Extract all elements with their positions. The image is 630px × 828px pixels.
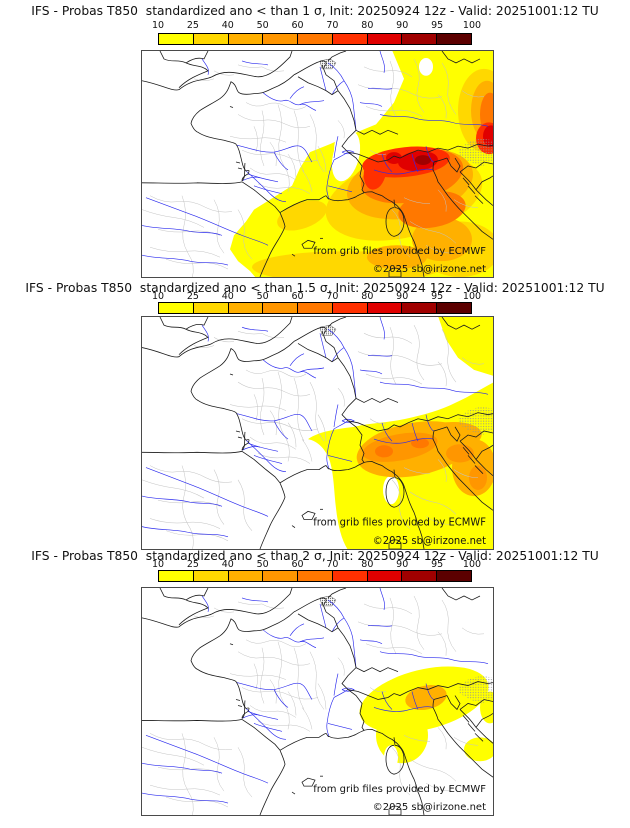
colorbar-tick-label: 95 [431,559,444,570]
colorbar-segment [401,303,437,313]
colorbar-tick-label: 70 [326,291,339,302]
colorbar-tick-label: 25 [186,559,199,570]
colorbar-tick-label: 40 [221,291,234,302]
colorbar-2 [158,302,472,314]
colorbar-tick-label: 50 [256,291,269,302]
colorbar-segment [192,34,228,44]
colorbar-tick-label: 60 [291,20,304,31]
colorbar-segment [159,303,193,313]
probability-shading-1 [230,51,493,277]
weather-map-svg-2: from grib files provided by ECMWF ©2025 … [142,317,493,549]
colorbar-segment [401,571,437,581]
colorbar-segment [366,303,402,313]
colorbar-tick-label: 95 [431,291,444,302]
colorbar-1 [158,33,472,45]
map-panel-1: from grib files provided by ECMWF ©2025 … [141,50,494,278]
colorbar-tick-label: 80 [361,559,374,570]
colorbar-segment [227,303,263,313]
colorbar-tick-label: 40 [221,559,234,570]
colorbar-tick-label: 100 [462,291,482,302]
colorbar-segment [227,571,263,581]
probability-shading-2 [308,317,493,549]
colorbar-segment [436,571,472,581]
colorbar-tick-label: 10 [151,291,165,302]
colorbar-segment [262,303,298,313]
colorbar-tick-label: 100 [462,20,482,31]
colorbar-segment [297,303,332,313]
colorbar-tick-label: 10 [151,20,165,31]
weather-map-svg-1: from grib files provided by ECMWF ©2025 … [142,51,493,277]
copyright-text: ©2025 sb@irizone.net [373,802,486,813]
colorbar-segment [366,34,402,44]
colorbar-ticks-1: 10 25 40 50 60 70 80 90 95 100 [152,20,481,31]
colorbar-segment [436,303,472,313]
colorbar-tick-label: 90 [396,291,409,302]
colorbar-ticks-2: 10 25 40 50 60 70 80 90 95 100 [152,291,481,302]
colorbar-ticks-3: 10 25 40 50 60 70 80 90 95 100 [152,559,481,570]
colorbar-tick-label: 80 [361,291,374,302]
colorbar-segment [262,34,298,44]
colorbar-segment [297,34,332,44]
colorbar-segment [192,571,228,581]
panel-3-title: IFS - Probas T850 standardized ano < tha… [31,549,599,563]
panel-1-title: IFS - Probas T850 standardized ano < tha… [31,4,599,18]
colorbar-tick-label: 50 [256,20,269,31]
colorbar-segment [331,34,367,44]
colorbar-segment [159,34,193,44]
colorbar-tick-label: 90 [396,559,409,570]
colorbar-3 [158,570,472,582]
attribution-text: from grib files provided by ECMWF [313,784,486,795]
map-panel-2: from grib files provided by ECMWF ©2025 … [141,316,494,550]
map-panel-3: from grib files provided by ECMWF ©2025 … [141,587,494,816]
colorbar-segment [331,303,367,313]
panel-2-title: IFS - Probas T850 standardized ano < tha… [25,281,605,295]
colorbar-segment [297,571,332,581]
colorbar-tick-label: 90 [396,20,409,31]
probability-shading-3 [359,666,493,770]
colorbar-tick-label: 50 [256,559,269,570]
colorbar-tick-label: 40 [221,20,234,31]
copyright-text: ©2025 sb@irizone.net [373,264,486,275]
weather-map-svg-3: from grib files provided by ECMWF ©2025 … [142,588,493,815]
colorbar-tick-label: 25 [186,20,199,31]
colorbar-tick-label: 70 [326,559,339,570]
colorbar-tick-label: 25 [186,291,199,302]
colorbar-segment [331,571,367,581]
colorbar-tick-label: 100 [462,559,482,570]
colorbar-segment [401,34,437,44]
attribution-text: from grib files provided by ECMWF [313,518,486,529]
copyright-text: ©2025 sb@irizone.net [373,536,486,547]
colorbar-tick-label: 80 [361,20,374,31]
colorbar-segment [227,34,263,44]
colorbar-tick-label: 70 [326,20,339,31]
colorbar-segment [436,34,472,44]
colorbar-segment [159,571,193,581]
attribution-text: from grib files provided by ECMWF [313,246,486,257]
colorbar-segment [262,571,298,581]
colorbar-tick-label: 95 [431,20,444,31]
colorbar-tick-label: 10 [151,559,165,570]
colorbar-tick-label: 60 [291,559,304,570]
colorbar-tick-label: 60 [291,291,304,302]
colorbar-segment [192,303,228,313]
colorbar-segment [366,571,402,581]
